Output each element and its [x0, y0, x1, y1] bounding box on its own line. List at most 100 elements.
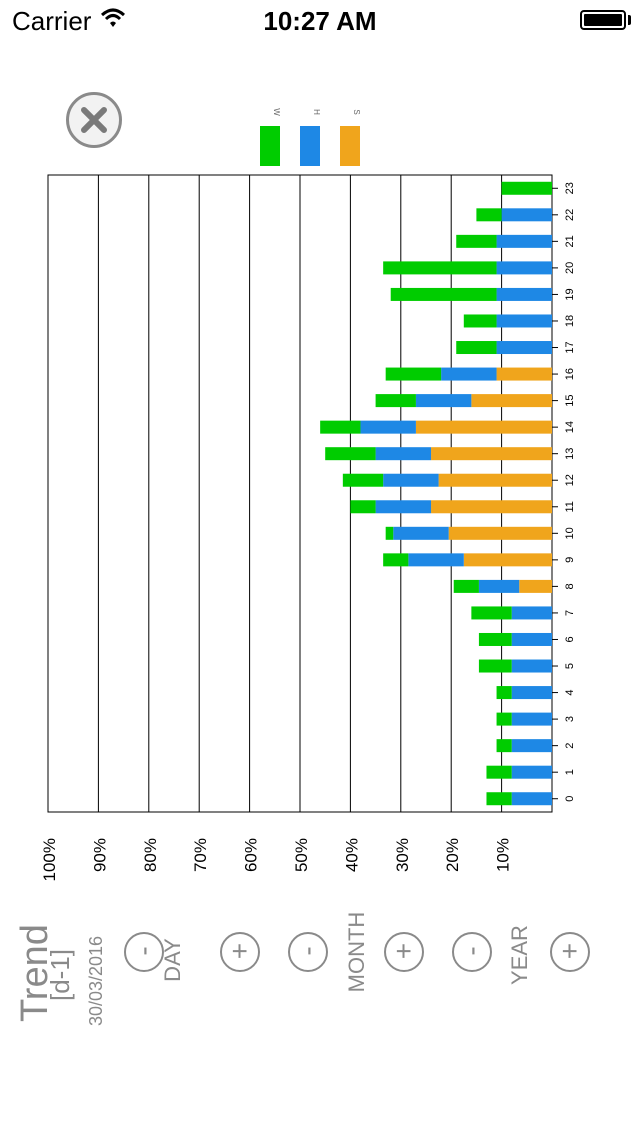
bar-segment [519, 579, 552, 593]
y-tick-label: 7 [564, 610, 576, 616]
y-tick-label: 2 [564, 743, 576, 749]
bar-segment [501, 208, 552, 222]
legend-swatch-h [300, 126, 320, 166]
bar-segment [415, 394, 472, 408]
bar-segment [511, 765, 552, 779]
wifi-icon [100, 8, 126, 33]
y-tick-label: 16 [564, 368, 576, 380]
month-plus-button[interactable]: + [384, 932, 424, 972]
legend-swatch-s [340, 126, 360, 166]
legend-swatch-w [260, 126, 280, 166]
bar-segment [486, 765, 512, 779]
bar-segment [448, 526, 552, 540]
year-minus-button[interactable]: - [452, 932, 492, 972]
bar-segment [511, 792, 552, 806]
bar-segment [511, 712, 552, 726]
x-tick-label: 40% [342, 838, 361, 872]
bar-segment [383, 553, 409, 567]
carrier-name: Carrier [12, 6, 92, 36]
bar-segment [431, 500, 552, 514]
x-tick-label: 50% [292, 838, 311, 872]
plus-icon: + [224, 942, 255, 960]
y-tick-label: 15 [564, 394, 576, 406]
bar-segment [478, 659, 512, 673]
bar-segment [415, 420, 552, 434]
bar-segment [511, 632, 552, 646]
y-tick-label: 19 [564, 288, 576, 300]
bar-segment [496, 234, 552, 248]
y-tick-label: 5 [564, 663, 576, 669]
year-label: YEAR [507, 925, 532, 985]
close-icon [81, 107, 107, 133]
bar-segment [438, 473, 552, 487]
bar-segment [476, 208, 502, 222]
bar-segment [456, 234, 497, 248]
y-tick-label: 8 [564, 583, 576, 589]
bar-segment [496, 367, 552, 381]
y-tick-label: 11 [564, 501, 576, 512]
close-button[interactable] [66, 92, 122, 148]
y-tick-label: 17 [564, 341, 576, 353]
bar-segment [375, 500, 432, 514]
bar-segment [511, 739, 552, 753]
bar-segment [390, 287, 497, 301]
year-plus-button[interactable]: + [550, 932, 590, 972]
x-tick-label: 30% [393, 838, 412, 872]
x-tick-label: 80% [141, 838, 160, 872]
bar-segment [496, 261, 552, 275]
y-tick-label: 22 [564, 209, 576, 221]
bar-segment [385, 367, 442, 381]
battery-icon [580, 10, 626, 30]
bar-segment [385, 526, 394, 540]
minus-icon: - [292, 946, 323, 956]
x-tick-label: 10% [494, 838, 513, 872]
bar-segment [431, 447, 552, 461]
bar-segment [453, 579, 479, 593]
bar-segment [342, 473, 384, 487]
bar-segment [456, 341, 497, 355]
bar-segment [478, 579, 520, 593]
bar-segment [511, 606, 552, 620]
y-tick-label: 0 [564, 796, 576, 802]
plus-icon: + [554, 942, 585, 960]
month-label: MONTH [344, 911, 369, 993]
bar-segment [325, 447, 376, 461]
day-label: DAY [160, 938, 185, 982]
y-tick-label: 1 [564, 769, 576, 775]
bar-segment [320, 420, 361, 434]
x-tick-label: 100% [40, 838, 59, 881]
bar-segment [496, 341, 552, 355]
status-time: 10:27 AM [263, 6, 377, 36]
trend-subtitle: [d-1] [45, 948, 75, 1002]
bar-segment [496, 739, 512, 753]
y-tick-label: 14 [564, 421, 576, 433]
x-tick-label: 90% [90, 838, 109, 872]
x-tick-label: 60% [242, 838, 261, 872]
y-tick-label: 21 [564, 235, 576, 247]
bar-segment [511, 686, 552, 700]
plus-icon: + [388, 942, 419, 960]
x-tick-label: 20% [443, 838, 462, 872]
trend-chart: 100% 90% 80% 70% 60% 50% 40% 30% 20% 10%012345678… [40, 174, 576, 881]
bar-segment [496, 686, 512, 700]
bar-segment [383, 261, 497, 275]
bar-segment [471, 394, 552, 408]
y-tick-label: 3 [564, 716, 576, 722]
bar-segment [511, 659, 552, 673]
bar-segment [478, 632, 512, 646]
y-tick-label: 9 [564, 557, 576, 563]
status-bar: Carrier 10:27 AM [0, 0, 640, 40]
bar-segment [463, 314, 497, 328]
y-tick-label: 10 [564, 527, 576, 539]
bar-segment [463, 553, 552, 567]
y-tick-label: 4 [564, 690, 576, 696]
day-minus-button[interactable]: - [124, 932, 164, 972]
y-tick-label: 18 [564, 315, 576, 327]
bar-segment [393, 526, 449, 540]
y-tick-label: 13 [564, 448, 576, 460]
month-minus-button[interactable]: - [288, 932, 328, 972]
trend-date: 30/03/2016 [86, 935, 106, 1027]
bar-segment [496, 314, 552, 328]
bar-segment [375, 394, 416, 408]
day-plus-button[interactable]: + [220, 932, 260, 972]
